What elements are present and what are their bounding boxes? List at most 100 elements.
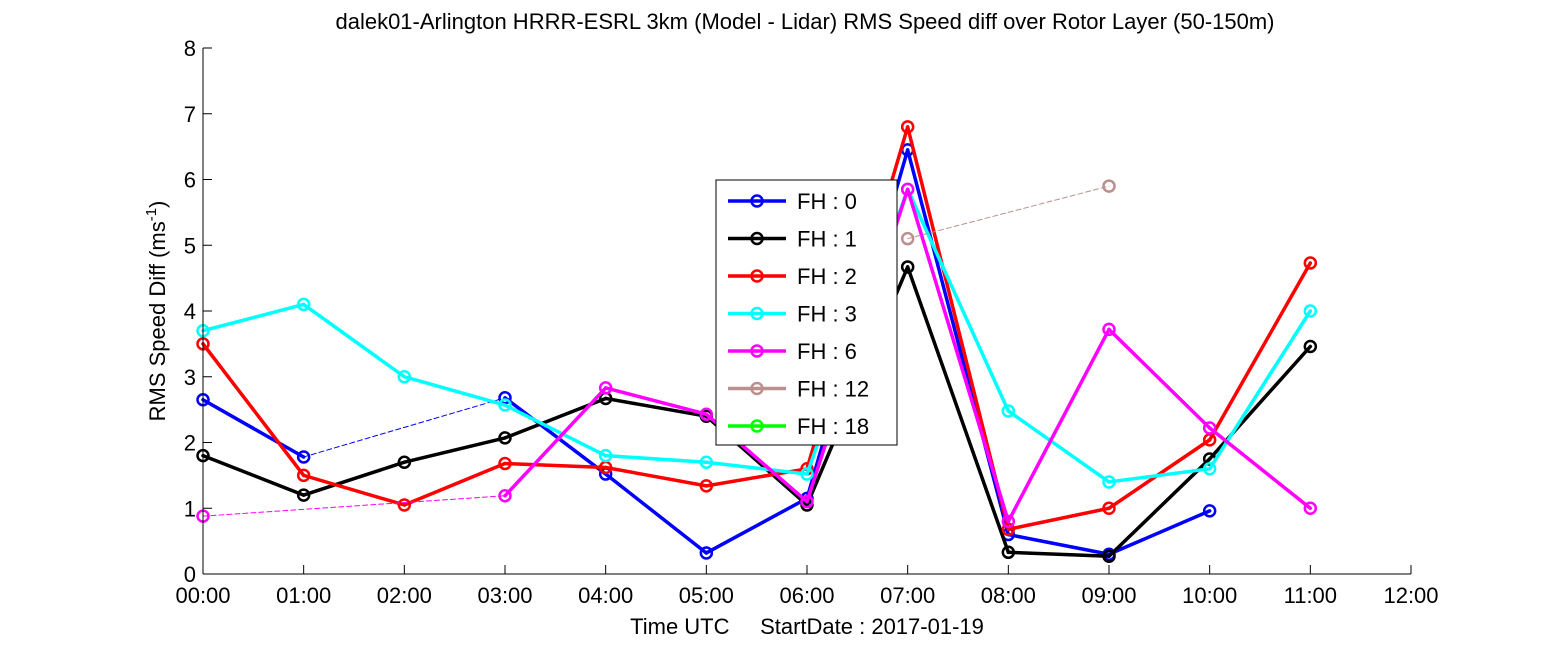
legend-item: FH : 6 — [728, 339, 857, 364]
x-tick-label: 05:00 — [679, 583, 734, 608]
data-point — [699, 479, 714, 493]
data-point — [699, 546, 714, 560]
series-line-segment — [1006, 550, 1111, 558]
series-line-segment — [603, 453, 709, 464]
series-line-segment — [1207, 426, 1313, 510]
data-point — [1102, 322, 1116, 337]
x-tick-label: 03:00 — [477, 583, 532, 608]
series-line-segment — [301, 302, 407, 379]
series-line-segment — [1006, 532, 1111, 557]
legend: FH : 0 FH : 1 FH : 2 FH : 3 FH : 6 FH : 12 FH … — [715, 179, 898, 446]
x-tick-label: 04:00 — [578, 583, 633, 608]
y-axis-label: RMS Speed Diff (ms-1) — [143, 201, 170, 422]
data-point — [1001, 522, 1016, 537]
series-line-segment — [402, 375, 507, 407]
data-point — [296, 468, 311, 483]
series-line-segment — [1107, 509, 1212, 557]
data-point — [498, 431, 512, 445]
y-tick-label: 6 — [184, 168, 196, 193]
legend-label: FH : 3 — [797, 302, 857, 327]
legend-swatch-marker — [750, 306, 764, 321]
legend-item: FH : 1 — [728, 227, 857, 252]
series-line-segment — [201, 302, 306, 333]
series-line-segment — [1006, 409, 1111, 484]
series-line-segment — [905, 187, 1011, 413]
y-tick-label: 8 — [184, 36, 196, 61]
x-axis-label: Time UTC StartDate : 2017-01-19 — [630, 614, 984, 639]
legend-swatch-marker — [750, 344, 764, 358]
legend-label: FH : 18 — [797, 414, 869, 439]
data-point — [1102, 549, 1116, 563]
series-line-segment — [1207, 309, 1313, 471]
data-point — [598, 448, 613, 463]
x-tick-label: 09:00 — [1081, 583, 1136, 608]
y-tick-label: 4 — [184, 299, 196, 324]
series-line-segment — [201, 342, 306, 478]
legend-swatch-marker — [750, 419, 764, 433]
data-point — [1001, 514, 1016, 529]
x-tick-label: 07:00 — [880, 583, 935, 608]
data-point — [1001, 545, 1016, 560]
x-tick-label: 12:00 — [1383, 583, 1438, 608]
x-tick-label: 01:00 — [276, 583, 331, 608]
data-point — [1102, 179, 1116, 193]
series-gap-segment — [907, 185, 1110, 240]
legend-item: FH : 18 — [728, 414, 869, 439]
data-point — [900, 182, 915, 197]
legend-swatch-marker — [750, 269, 764, 283]
data-point — [498, 456, 512, 471]
data-point — [800, 494, 814, 509]
series-gap-segment — [303, 397, 506, 458]
data-point — [1303, 304, 1318, 318]
data-point — [397, 498, 412, 512]
series-line-segment — [503, 461, 608, 470]
series-gap-segment — [202, 495, 506, 517]
chart-title: dalek01-Arlington HRRR-ESRL 3km (Model -… — [335, 9, 1274, 34]
legend-item: FH : 3 — [728, 302, 857, 327]
y-tick-label: 2 — [184, 431, 196, 456]
y-tick-label: 0 — [184, 562, 196, 587]
series-line-segment — [503, 403, 608, 458]
legend-label: FH : 2 — [797, 264, 857, 289]
data-point — [1102, 501, 1116, 515]
legend-item: FH : 0 — [728, 189, 857, 214]
series-line-segment — [402, 461, 507, 507]
series-line-segment — [603, 386, 709, 416]
x-tick-label: 10:00 — [1182, 583, 1237, 608]
legend-item: FH : 12 — [728, 377, 869, 402]
data-point — [1202, 421, 1217, 435]
data-point — [296, 450, 311, 464]
series-line-segment — [603, 472, 709, 555]
y-tick-label: 5 — [184, 233, 196, 258]
legend-item: FH : 2 — [728, 264, 857, 289]
data-point — [498, 398, 512, 412]
x-tick-label: 06:00 — [779, 583, 834, 608]
series-line-segment — [704, 460, 809, 476]
series-line-segment — [704, 496, 809, 555]
data-point — [800, 467, 814, 481]
x-tick-label: 08:00 — [981, 583, 1036, 608]
data-point — [498, 489, 512, 503]
series-6 — [900, 179, 1116, 246]
series-line-segment — [905, 187, 1011, 524]
data-point — [1303, 256, 1318, 270]
axes: 00:00 01:00 02:00 03:00 04:00 05:00 06:00 07:00… — [175, 36, 1438, 608]
series-line-segment — [201, 453, 306, 497]
series-line-segment — [905, 265, 1011, 555]
data-point — [598, 381, 613, 395]
y-tick-label: 7 — [184, 102, 196, 127]
data-point — [296, 297, 311, 312]
series-line-segment — [201, 398, 306, 459]
series-line-segment — [503, 396, 608, 476]
series-line-segment — [503, 386, 608, 498]
y-tick-label: 3 — [184, 365, 196, 390]
data-point — [296, 488, 311, 502]
series-line-segment — [603, 396, 709, 418]
data-point — [900, 260, 915, 274]
series-line-segment — [1107, 457, 1212, 558]
series-line-segment — [603, 465, 709, 488]
legend-label: FH : 1 — [797, 227, 857, 252]
data-point — [699, 407, 714, 421]
data-point — [1202, 462, 1217, 476]
